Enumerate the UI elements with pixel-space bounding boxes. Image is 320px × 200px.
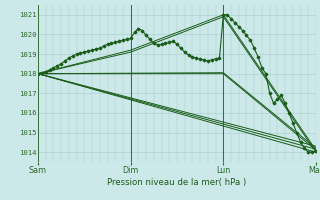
X-axis label: Pression niveau de la mer( hPa ): Pression niveau de la mer( hPa ): [108, 178, 247, 187]
